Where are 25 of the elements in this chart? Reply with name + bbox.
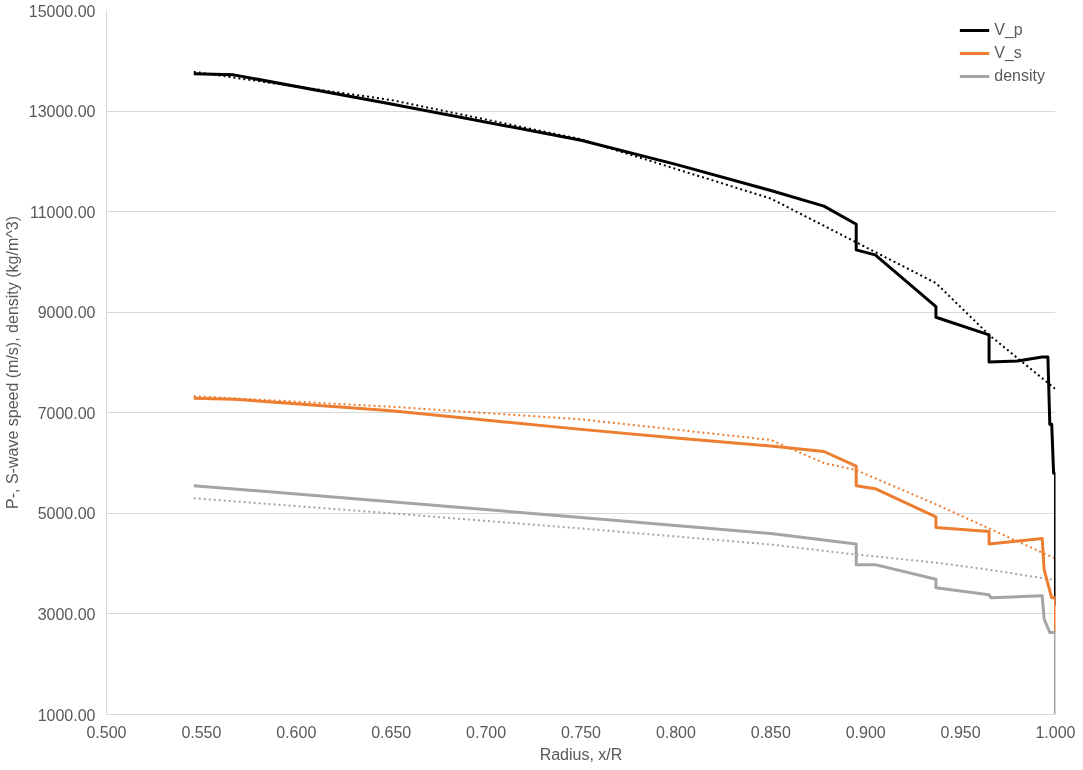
x-tick-label: 0.550 [181,723,222,741]
x-tick-label: 0.950 [940,723,981,741]
y-tick-label: 3000.00 [37,605,96,623]
x-axis-title: Radius, x/R [539,745,623,763]
x-tick-label: 0.500 [86,723,127,741]
x-tick-label: 0.700 [466,723,507,741]
x-tick-label: 0.800 [655,723,697,741]
y-tick-label: 15000.00 [28,2,96,20]
y-tick-label: 11000.00 [29,203,96,221]
y-tick-label: 1000.00 [37,706,96,724]
y-axis-title: P-, S-wave speed (m/s), density (kg/m^3) [3,216,21,509]
x-tick-label: 0.750 [560,723,602,741]
x-tick-label: 0.900 [845,723,886,741]
x-tick-label: 0.650 [371,723,412,741]
y-tick-label: 5000.00 [37,505,96,523]
y-tick-label: 9000.00 [37,304,96,322]
legend-label: density [994,67,1045,85]
y-tick-label: 7000.00 [37,404,96,422]
x-tick-label: 0.600 [276,723,317,741]
y-tick-label: 13000.00 [28,103,96,121]
x-tick-label: 0.850 [750,723,791,741]
x-tick-label: 1.000 [1035,723,1076,741]
legend-label: V_p [994,21,1023,39]
legend-label: V_s [994,44,1022,62]
line-series [192,484,1056,715]
